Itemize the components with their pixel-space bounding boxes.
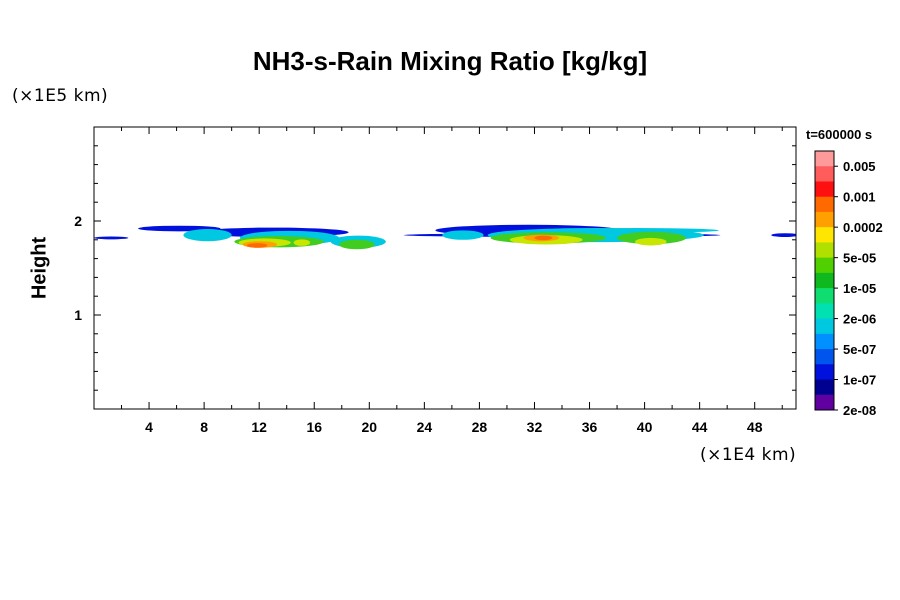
- colorbar-swatch: [815, 379, 834, 396]
- x-tick-label: 48: [747, 419, 763, 435]
- x-tick-label: 20: [362, 419, 378, 435]
- chart-title: NH3-s-Rain Mixing Ratio [kg/kg]: [252, 46, 648, 76]
- colorbar-swatch: [815, 333, 834, 350]
- colorbar-swatch: [815, 166, 834, 182]
- x-tick-label: 12: [251, 419, 267, 435]
- colorbar-label: 5e-07: [843, 342, 876, 357]
- colorbar-swatch: [815, 318, 834, 335]
- contour-yellow-green-3: [634, 237, 667, 246]
- contour-blue-3: [442, 230, 484, 240]
- x-tick-label: 8: [200, 419, 208, 435]
- colorbar-swatch: [815, 349, 834, 365]
- colorbar: 0.005 0.001 0.0002 5e-05 1e-05 2e-06 5e-07 1e-0…: [814, 150, 883, 418]
- colorbar-swatch: [815, 211, 834, 228]
- colorbar-label: 0.001: [843, 190, 876, 205]
- colorbar-swatch: [815, 227, 834, 243]
- contour-yellow-green-1: [293, 239, 311, 246]
- colorbar-swatch: [815, 394, 834, 411]
- colorbar-label: 2e-08: [843, 403, 876, 418]
- colorbar-swatch: [815, 288, 834, 304]
- colorbar-label: 2e-06: [843, 312, 876, 327]
- colorbar-label: 0.0002: [843, 220, 883, 235]
- y-tick-label: 1: [74, 307, 82, 323]
- contour-orange-1: [534, 235, 553, 241]
- time-label: t=600000 s: [806, 127, 873, 142]
- x-axis-unit: (×1E4 km): [700, 445, 797, 465]
- x-tick-label: 32: [527, 419, 543, 435]
- contour-blue-5: [559, 228, 719, 233]
- contour-green-1: [339, 239, 375, 250]
- x-tick-label: 36: [582, 419, 598, 435]
- y-tick-label: 2: [74, 213, 82, 229]
- x-tick-label: 40: [637, 419, 653, 435]
- x-tick-label: 44: [692, 419, 708, 435]
- colorbar-swatch: [815, 257, 834, 274]
- colorbar-label: 1e-05: [843, 281, 876, 296]
- contour-blue-0: [183, 228, 232, 242]
- x-tick-label: 16: [306, 419, 322, 435]
- colorbar-frame: [814, 150, 835, 411]
- y-axis-unit: (×1E5 km): [12, 86, 109, 106]
- colorbar-label: 1e-07: [843, 373, 876, 388]
- colorbar-label: 0.005: [843, 159, 876, 174]
- colorbar-label: 5e-05: [843, 251, 876, 266]
- colorbar-swatch: [815, 303, 834, 320]
- colorbar-swatch: [815, 151, 834, 167]
- x-tick-label: 28: [472, 419, 488, 435]
- plot-frame: [93, 126, 797, 410]
- x-tick-label: 24: [417, 419, 433, 435]
- contour-band-5: [771, 233, 796, 237]
- x-tick-label: 4: [145, 419, 153, 435]
- field-layer: [94, 224, 796, 250]
- colorbar-swatch: [815, 272, 834, 289]
- colorbar-swatch: [815, 364, 834, 381]
- contour-orange-0: [246, 243, 268, 248]
- contour-band-0: [94, 236, 129, 240]
- contour-green-3: [617, 231, 686, 245]
- colorbar-swatch: [815, 242, 834, 259]
- colorbar-swatch: [815, 181, 834, 198]
- colorbar-swatch: [815, 196, 834, 213]
